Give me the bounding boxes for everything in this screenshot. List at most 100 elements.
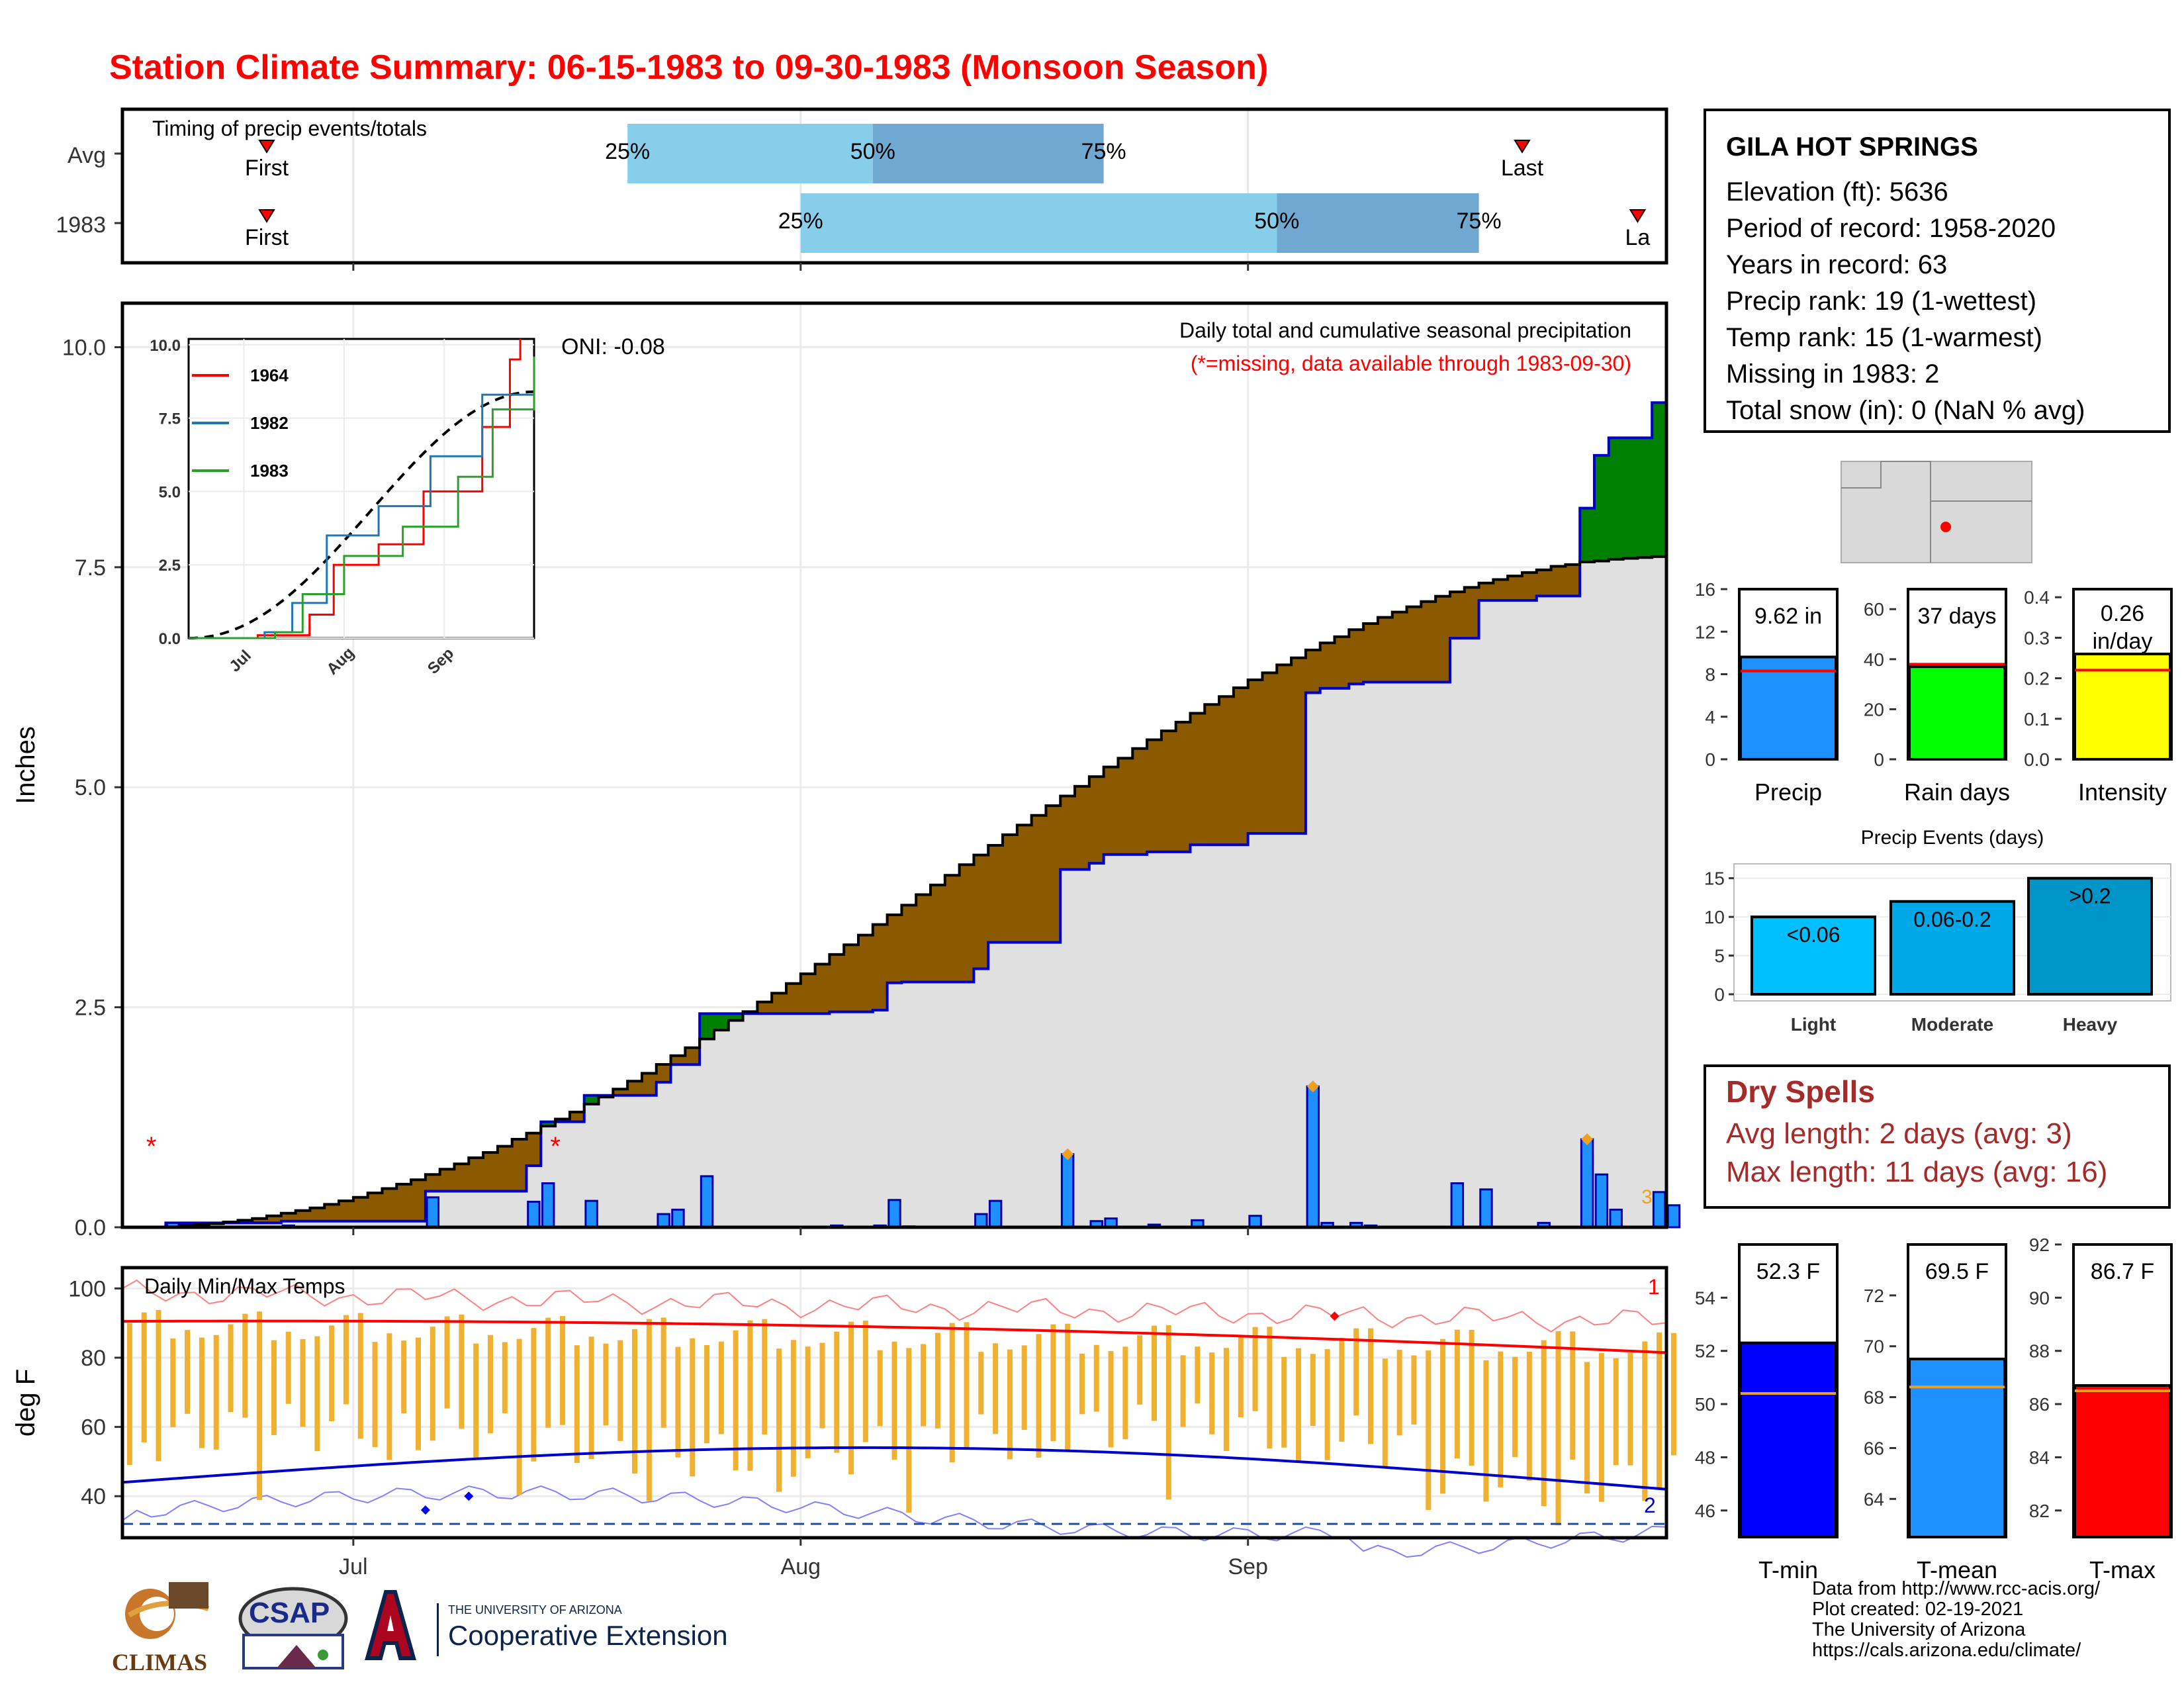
temp-range-bar [834,1331,840,1453]
intensity-ytick-label: 0.4 [2024,587,2050,608]
temp-range-bar [993,1343,999,1434]
timing-row-label: Avg [68,143,106,168]
station-period: Period of record: 1958-2020 [1726,214,2056,243]
temp-range-bar [430,1327,435,1441]
temp-range-bar [1238,1336,1244,1418]
deficit-area [569,1111,585,1122]
deficit-area [1334,636,1349,688]
deficit-area [1060,796,1075,870]
temp-range-bar [516,1338,522,1495]
temp-range-bar [1627,1352,1633,1466]
rain-days-ytick-label: 0 [1874,749,1884,770]
climas-logo-text: CLIMAS [112,1649,208,1675]
temp-range-bar [906,1348,912,1513]
deficit-area [988,845,1003,943]
tmean-ytick-label: 68 [1864,1387,1884,1408]
temp-range-bar [1670,1333,1676,1456]
temp-range-bar [141,1312,147,1442]
deficit-area [1493,579,1508,601]
deficit-area [1233,688,1249,845]
deficit-area [815,964,830,1014]
record-low-marker [464,1491,474,1501]
dry-spells-title: Dry Spells [1726,1074,1875,1109]
last-marker [1514,140,1531,154]
daily-precip-bar [1306,1085,1320,1229]
inset-frame [187,338,535,639]
tmean-xlabel: T-mean [1917,1556,1997,1583]
deficit-area [382,1188,397,1221]
station-name: GILA HOT SPRINGS [1726,132,1978,162]
surplus-area [1580,508,1595,562]
timing-pct-75: 75% [1457,209,1502,234]
intensity-value-unit: in/day [2093,629,2153,654]
intensity-xlabel: Intensity [2078,778,2167,806]
intensity-value-label: 0.26 [2101,601,2144,626]
temp-range-bar [1440,1338,1446,1494]
daily-precip-bar [974,1213,988,1229]
temp-range-bar [1195,1346,1201,1404]
tmin-xlabel: T-min [1758,1556,1818,1583]
deficit-area [1132,748,1148,855]
state-boundaries [1841,461,2032,563]
surplus-area [1594,455,1610,561]
surplus-area [713,1013,729,1031]
precip-ytick-label: 10.0 [62,335,106,360]
tmin-ytick-label: 52 [1695,1341,1715,1362]
deficit-area [872,924,888,1010]
daily-precip-bar [584,1199,598,1229]
csap-logo: CSAP [230,1582,349,1681]
temp-range-bar [1598,1353,1604,1502]
footer-university: The University of Arizona [1812,1619,2026,1640]
timing-bar-q2 [1277,193,1479,253]
deficit-area [974,855,989,969]
temp-range-bar [357,1313,363,1439]
temp-range-bar [314,1336,320,1452]
deficit-area [670,1055,686,1065]
deficit-area [454,1164,469,1192]
record-low-marker [420,1505,430,1515]
temp-range-bar [257,1311,263,1500]
deficit-area [786,983,801,1014]
surplus-area [728,1013,744,1021]
deficit-area [310,1207,325,1221]
daily-precip-bar [426,1196,440,1229]
precip-total-ytick-label: 8 [1705,665,1715,685]
x-axis-month-label: Sep [1228,1554,1268,1579]
tmin-value-label: 52.3 F [1756,1259,1820,1284]
temp-range-bar [1036,1334,1042,1458]
intensity-ytick-label: 0.2 [2024,669,2050,689]
deficit-area [1205,704,1220,845]
temp-range-bar [675,1346,681,1458]
deficit-area [1262,673,1277,833]
deficit-area [887,915,902,983]
temp-range-bar [487,1335,493,1434]
tmin-ytick-label: 46 [1695,1501,1715,1521]
temp-range-bar [790,1340,796,1477]
ua-line1: THE UNIVERSITY OF ARIZONA [448,1603,622,1617]
deficit-area [916,894,931,982]
temp-ytick-label: 60 [81,1415,106,1440]
precip-ytick-label: 2.5 [75,996,106,1021]
deficit-area [1435,596,1451,682]
inset-ytick-label: 2.5 [159,557,181,575]
temp-range-bar [1642,1341,1648,1501]
temp-range-bar [1469,1330,1475,1466]
intensity-ytick-label: 0.0 [2024,749,2050,770]
temp-range-bar [1165,1325,1171,1500]
timing-pct-50: 50% [850,139,895,164]
station-location-marker [1940,522,1951,532]
deficit-area [1017,825,1032,943]
temp-range-bar [862,1321,868,1442]
deficit-area [858,935,874,1012]
surplus-area [1652,402,1667,557]
deficit-area [526,1133,541,1166]
temp-range-bar [459,1314,465,1429]
deficit-area [931,884,946,982]
station-elevation: Elevation (ft): 5636 [1726,177,1948,207]
deficit-area [1075,786,1090,870]
temp-range-bar [1108,1350,1114,1448]
deficit-area [353,1197,369,1221]
temp-range-bar [444,1316,450,1409]
temp-range-bar [343,1315,349,1405]
temp-range-bar [891,1341,897,1460]
